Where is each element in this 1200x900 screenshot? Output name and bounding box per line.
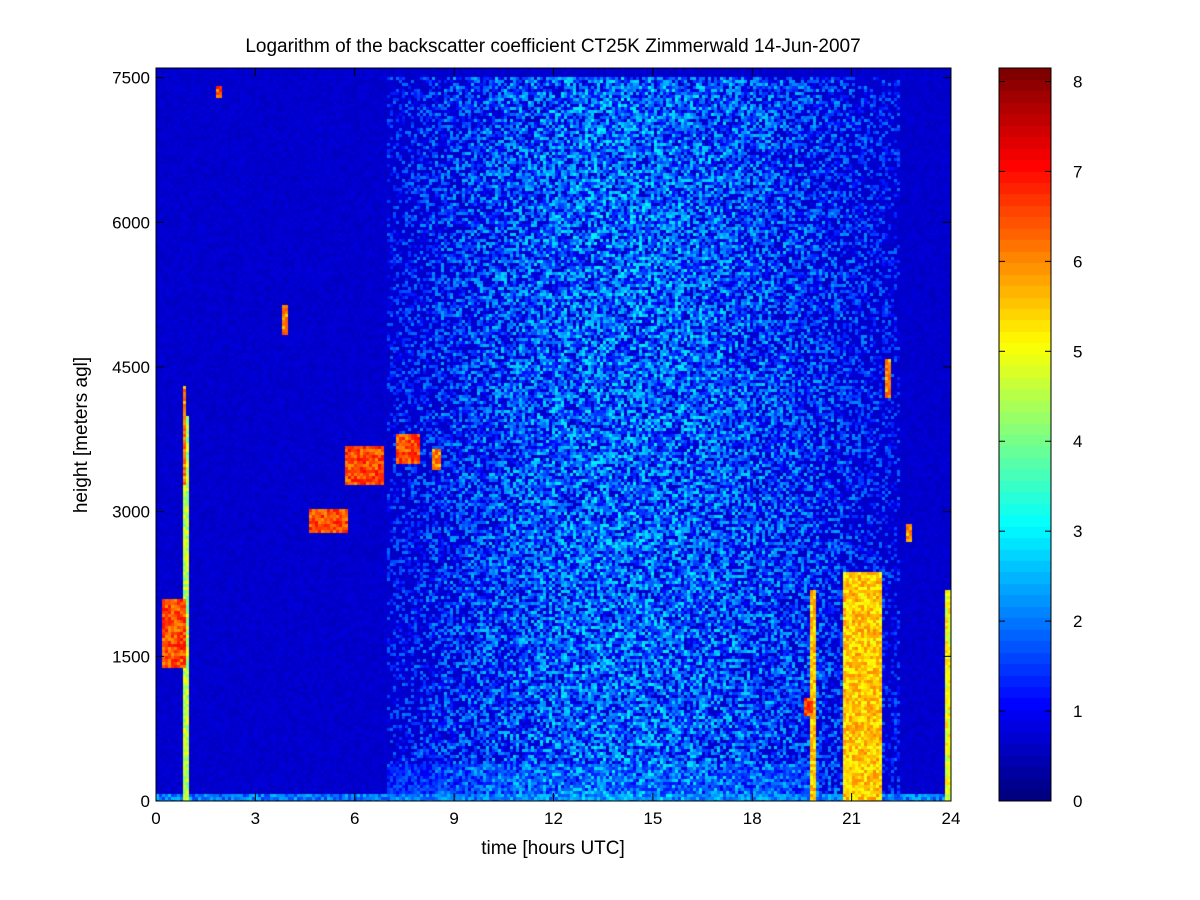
colorbar-tick-label: 3 [1073,522,1082,541]
colorbar-tick-label: 0 [1073,792,1082,811]
x-tick-label: 24 [942,809,961,828]
colorbar-tick-label: 6 [1073,252,1082,271]
colorbar-tick-label: 5 [1073,342,1082,361]
x-tick-label: 21 [842,809,861,828]
y-tick-label: 6000 [112,213,150,232]
y-tick-label: 3000 [112,503,150,522]
chart-title: Logarithm of the backscatter coefficient… [245,36,860,57]
x-tick-label: 15 [643,809,662,828]
y-tick-label: 1500 [112,647,150,666]
plot-area [155,67,952,802]
x-axis-label: time [hours UTC] [481,838,625,859]
y-axis-label: height [meters agl] [71,357,92,513]
y-tick-label: 7500 [112,69,150,88]
y-tick-label: 0 [141,792,150,811]
colorbar-tick-label: 4 [1073,432,1082,451]
heatmap-container [156,68,951,801]
x-tick-label: 9 [449,809,458,828]
x-tick-label: 3 [251,809,260,828]
y-tick-label: 4500 [112,358,150,377]
x-tick-label: 12 [544,809,563,828]
colorbar-tick-label: 7 [1073,162,1082,181]
colorbar-tick-label: 2 [1073,612,1082,631]
x-tick-label: 0 [151,809,160,828]
heatmap-image [156,68,951,801]
colorbar [998,67,1052,802]
x-axis: 0 3 6 9 12 15 18 21 24 [151,68,960,828]
colorbar-frame [998,67,1052,802]
colorbar-container [999,68,1051,801]
x-tick-label: 18 [743,809,762,828]
y-axis: 0 1500 3000 4500 6000 7500 [112,69,951,811]
colorbar-tick-label: 8 [1073,72,1082,91]
x-tick-label: 6 [350,809,359,828]
colorbar-tick-label: 1 [1073,702,1082,721]
colorbar-axis: 0 1 2 3 4 5 6 7 8 [999,72,1082,811]
colorbar-gradient [999,68,1051,801]
